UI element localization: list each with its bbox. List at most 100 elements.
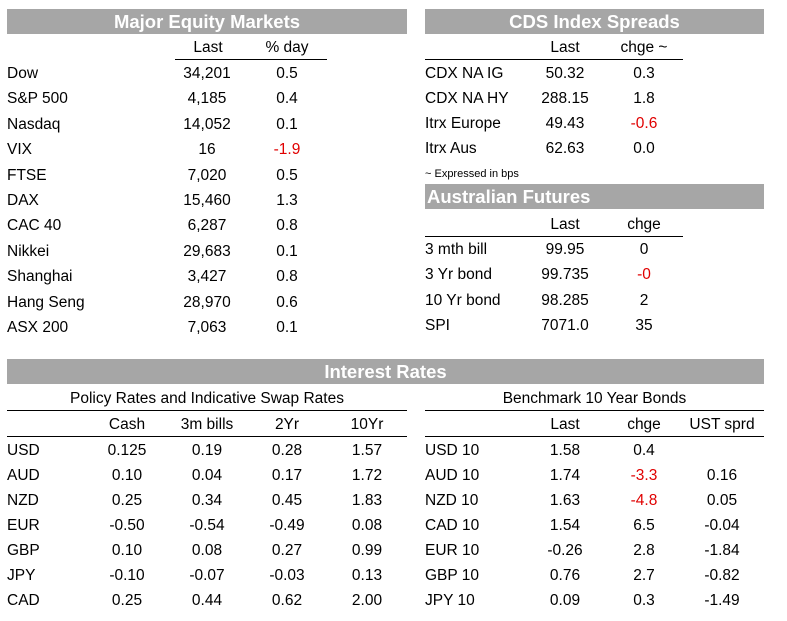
policy-row-y2: 0.28 — [271, 442, 303, 459]
cds-row-name: Itrx Aus — [425, 140, 477, 157]
policy-header-2yr: 2Yr — [274, 416, 300, 433]
bonds-row-last: 1.58 — [549, 442, 581, 459]
bonds-subtitle: Benchmark 10 Year Bonds — [502, 390, 687, 407]
equity-row-day: 0.1 — [276, 242, 298, 260]
futures-row-name: 3 mth bill — [425, 241, 488, 258]
equity-title: Major Equity Markets — [7, 9, 407, 34]
futures-row-chge: -0 — [637, 266, 651, 284]
bonds-row-sprd: 0.05 — [706, 492, 738, 509]
equity-row-name: Nikkei — [7, 242, 50, 260]
cds-row-chge: -0.6 — [630, 115, 658, 132]
policy-row-cash: 0.25 — [111, 492, 143, 509]
futures-row-chge: 2 — [639, 291, 649, 309]
cds-row-chge: 0.3 — [633, 65, 655, 82]
bonds-header-ust-sprd: UST sprd — [689, 416, 755, 433]
bonds-row-chge: 2.8 — [633, 542, 655, 559]
equity-row-last: 34,201 — [183, 65, 231, 82]
equity-row-last: 16 — [198, 141, 216, 159]
policy-row-name: NZD — [7, 492, 39, 509]
cds-row-last: 50.32 — [545, 65, 585, 82]
bonds-row-name: AUD 10 — [425, 467, 480, 484]
policy-row-name: EUR — [7, 517, 40, 534]
policy-row-y10: 0.08 — [351, 517, 383, 534]
bonds-row-name: USD 10 — [425, 442, 480, 459]
bonds-row-last: 1.74 — [549, 467, 581, 484]
policy-row-bills: 0.44 — [191, 592, 223, 609]
futures-row-last: 99.735 — [541, 266, 589, 284]
cds-row-last: 49.43 — [545, 115, 585, 132]
equity-row-last: 28,970 — [183, 293, 231, 311]
equity-row-name: Dow — [7, 65, 39, 82]
bonds-row-chge: -3.3 — [630, 467, 658, 484]
bonds-row-name: GBP 10 — [425, 567, 480, 584]
equity-row-name: S&P 500 — [7, 90, 68, 108]
bonds-row-last: 0.09 — [549, 592, 581, 609]
bonds-row-last: 0.76 — [549, 567, 581, 584]
policy-row-cash: 0.125 — [107, 442, 147, 459]
policy-row-bills: 0.34 — [191, 492, 223, 509]
policy-row-cash: 0.10 — [111, 467, 143, 484]
cds-header-chge: chge ~ — [620, 39, 668, 56]
bonds-header-rule — [425, 436, 764, 437]
equity-row-name: ASX 200 — [7, 319, 69, 336]
equity-row-last: 3,427 — [187, 268, 227, 286]
equity-row-last: 7,020 — [187, 166, 227, 184]
policy-row-bills: -0.07 — [189, 567, 225, 584]
bonds-row-name: EUR 10 — [425, 542, 480, 559]
futures-row-last: 99.95 — [545, 241, 585, 258]
equity-row-last: 4,185 — [187, 90, 227, 108]
futures-header-rule — [425, 236, 683, 237]
equity-row-name: DAX — [7, 192, 39, 209]
policy-subtitle-rule — [7, 410, 407, 411]
policy-row-bills: 0.19 — [191, 442, 223, 459]
policy-header-rule — [7, 436, 407, 437]
equity-row-day: 0.8 — [276, 217, 298, 235]
equity-row-day: 0.6 — [276, 293, 298, 311]
equity-row-name: Nasdaq — [7, 115, 61, 133]
equity-row-last: 6,287 — [187, 217, 227, 235]
equity-header-rule — [175, 59, 327, 60]
cds-header-last: Last — [550, 39, 580, 56]
policy-row-y10: 1.57 — [351, 442, 383, 459]
equity-row-last: 15,460 — [183, 192, 231, 209]
cds-row-name: Itrx Europe — [425, 115, 501, 132]
equity-row-last: 7,063 — [187, 319, 227, 336]
futures-row-name: 10 Yr bond — [425, 291, 501, 309]
equity-row-name: VIX — [7, 141, 32, 159]
futures-row-last: 7071.0 — [541, 316, 589, 334]
bonds-row-sprd: -1.49 — [704, 592, 740, 609]
bonds-row-name: NZD 10 — [425, 492, 479, 509]
policy-row-y2: 0.45 — [271, 492, 303, 509]
policy-row-bills: 0.04 — [191, 467, 223, 484]
bonds-row-sprd: -0.04 — [704, 517, 740, 534]
equity-row-day: 0.1 — [276, 115, 298, 133]
policy-row-y2: -0.49 — [269, 517, 305, 534]
bonds-row-chge: 0.4 — [633, 442, 655, 459]
futures-title: Australian Futures — [425, 184, 764, 209]
equity-row-day: 1.3 — [276, 192, 298, 209]
cds-row-chge: 0.0 — [633, 140, 655, 157]
cds-header-rule — [425, 59, 683, 60]
policy-row-name: AUD — [7, 467, 40, 484]
cds-row-name: CDX NA HY — [425, 90, 509, 107]
futures-row-name: SPI — [425, 316, 450, 334]
policy-header-cash: Cash — [108, 416, 146, 433]
policy-header-10yr: 10Yr — [350, 416, 384, 433]
policy-row-cash: 0.25 — [111, 592, 143, 609]
bonds-row-name: CAD 10 — [425, 517, 480, 534]
bonds-row-last: -0.26 — [547, 542, 583, 559]
cds-title: CDS Index Spreads — [425, 9, 764, 34]
policy-row-name: GBP — [7, 542, 40, 559]
equity-header-last: Last — [193, 39, 223, 56]
policy-subtitle: Policy Rates and Indicative Swap Rates — [70, 390, 344, 407]
equity-row-day: 0.4 — [276, 90, 298, 108]
policy-row-y2: -0.03 — [269, 567, 305, 584]
bonds-row-chge: 6.5 — [633, 517, 655, 534]
policy-row-cash: -0.10 — [109, 567, 145, 584]
cds-row-name: CDX NA IG — [425, 65, 504, 82]
policy-row-y2: 0.27 — [271, 542, 303, 559]
bonds-row-chge: 0.3 — [633, 592, 655, 609]
bonds-header-chge: chge — [627, 416, 661, 433]
equity-row-day: 0.1 — [276, 319, 298, 336]
policy-row-y10: 1.83 — [351, 492, 383, 509]
